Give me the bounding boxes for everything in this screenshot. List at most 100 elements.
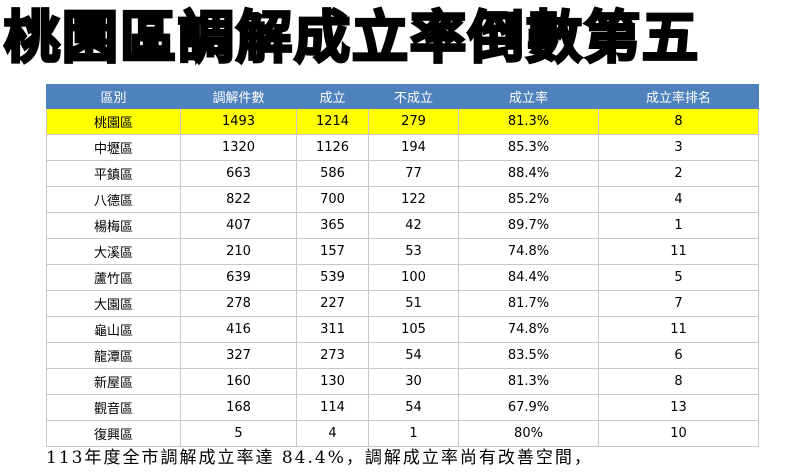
failure-cell: 194 <box>368 134 459 161</box>
case-count-cell: 822 <box>180 186 297 213</box>
success-rate-cell: 89.7% <box>458 212 599 239</box>
success-cell: 700 <box>296 186 369 213</box>
table-row: 桃園區 1493 1214 279 81.3% 8 <box>46 108 759 135</box>
rate-rank-cell: 11 <box>598 316 759 343</box>
rate-rank-cell: 2 <box>598 160 759 187</box>
success-rate-cell: 85.3% <box>458 134 599 161</box>
case-count-cell: 5 <box>180 420 297 447</box>
rate-rank-cell: 11 <box>598 238 759 265</box>
rate-rank-cell: 1 <box>598 212 759 239</box>
footer-note: 113年度全市調解成立率達 84.4%，調解成立率尚有改善空間， <box>46 448 593 468</box>
district-cell: 平鎮區 <box>46 160 181 187</box>
header-success-rate: 成立率 <box>458 84 599 109</box>
success-cell: 114 <box>296 394 369 421</box>
district-cell: 新屋區 <box>46 368 181 395</box>
case-count-cell: 416 <box>180 316 297 343</box>
header-success: 成立 <box>296 84 369 109</box>
success-rate-cell: 81.7% <box>458 290 599 317</box>
success-rate-cell: 88.4% <box>458 160 599 187</box>
success-cell: 227 <box>296 290 369 317</box>
case-count-cell: 278 <box>180 290 297 317</box>
case-count-cell: 327 <box>180 342 297 369</box>
district-cell: 八德區 <box>46 186 181 213</box>
page-title: 桃園區調解成立率倒數第五 <box>3 5 700 73</box>
district-cell: 復興區 <box>46 420 181 447</box>
header-rate-rank: 成立率排名 <box>598 84 759 109</box>
success-rate-cell: 84.4% <box>458 264 599 291</box>
success-rate-cell: 67.9% <box>458 394 599 421</box>
failure-cell: 100 <box>368 264 459 291</box>
failure-cell: 54 <box>368 342 459 369</box>
case-count-cell: 663 <box>180 160 297 187</box>
failure-cell: 77 <box>368 160 459 187</box>
table-row: 楊梅區 407 365 42 89.7% 1 <box>46 212 759 239</box>
failure-cell: 30 <box>368 368 459 395</box>
table-row: 新屋區 160 130 30 81.3% 8 <box>46 368 759 395</box>
failure-cell: 1 <box>368 420 459 447</box>
failure-cell: 279 <box>368 108 459 135</box>
district-cell: 中壢區 <box>46 134 181 161</box>
district-cell: 桃園區 <box>46 108 181 135</box>
case-count-cell: 168 <box>180 394 297 421</box>
case-count-cell: 407 <box>180 212 297 239</box>
table-header-row: 區別 調解件數 成立 不成立 成立率 成立率排名 <box>46 84 759 109</box>
success-rate-cell: 85.2% <box>458 186 599 213</box>
success-rate-cell: 81.3% <box>458 108 599 135</box>
rate-rank-cell: 6 <box>598 342 759 369</box>
header-district: 區別 <box>46 84 181 109</box>
success-rate-cell: 81.3% <box>458 368 599 395</box>
rate-rank-cell: 13 <box>598 394 759 421</box>
table-row: 平鎮區 663 586 77 88.4% 2 <box>46 160 759 187</box>
table-row: 龜山區 416 311 105 74.8% 11 <box>46 316 759 343</box>
success-cell: 365 <box>296 212 369 239</box>
failure-cell: 122 <box>368 186 459 213</box>
rate-rank-cell: 5 <box>598 264 759 291</box>
rate-rank-cell: 8 <box>598 108 759 135</box>
failure-cell: 51 <box>368 290 459 317</box>
success-rate-cell: 74.8% <box>458 238 599 265</box>
district-cell: 楊梅區 <box>46 212 181 239</box>
case-count-cell: 160 <box>180 368 297 395</box>
rate-rank-cell: 7 <box>598 290 759 317</box>
success-cell: 539 <box>296 264 369 291</box>
success-cell: 4 <box>296 420 369 447</box>
success-rate-cell: 83.5% <box>458 342 599 369</box>
case-count-cell: 1493 <box>180 108 297 135</box>
success-cell: 157 <box>296 238 369 265</box>
success-cell: 1214 <box>296 108 369 135</box>
district-cell: 蘆竹區 <box>46 264 181 291</box>
rate-rank-cell: 3 <box>598 134 759 161</box>
table-row: 八德區 822 700 122 85.2% 4 <box>46 186 759 213</box>
header-failure: 不成立 <box>368 84 459 109</box>
failure-cell: 53 <box>368 238 459 265</box>
case-count-cell: 639 <box>180 264 297 291</box>
table-row: 觀音區 168 114 54 67.9% 13 <box>46 394 759 421</box>
success-rate-cell: 80% <box>458 420 599 447</box>
table-row: 大園區 278 227 51 81.7% 7 <box>46 290 759 317</box>
rate-rank-cell: 8 <box>598 368 759 395</box>
success-cell: 311 <box>296 316 369 343</box>
success-cell: 130 <box>296 368 369 395</box>
district-cell: 觀音區 <box>46 394 181 421</box>
failure-cell: 42 <box>368 212 459 239</box>
mediation-table: 區別 調解件數 成立 不成立 成立率 成立率排名 桃園區 1493 1214 279 8… <box>46 84 759 447</box>
case-count-cell: 210 <box>180 238 297 265</box>
success-cell: 1126 <box>296 134 369 161</box>
district-cell: 龍潭區 <box>46 342 181 369</box>
case-count-cell: 1320 <box>180 134 297 161</box>
table-row: 大溪區 210 157 53 74.8% 11 <box>46 238 759 265</box>
failure-cell: 54 <box>368 394 459 421</box>
district-cell: 龜山區 <box>46 316 181 343</box>
district-cell: 大園區 <box>46 290 181 317</box>
success-cell: 273 <box>296 342 369 369</box>
success-cell: 586 <box>296 160 369 187</box>
rate-rank-cell: 10 <box>598 420 759 447</box>
table-row: 蘆竹區 639 539 100 84.4% 5 <box>46 264 759 291</box>
table-row: 中壢區 1320 1126 194 85.3% 3 <box>46 134 759 161</box>
table-row: 龍潭區 327 273 54 83.5% 6 <box>46 342 759 369</box>
success-rate-cell: 74.8% <box>458 316 599 343</box>
table-row: 復興區 5 4 1 80% 10 <box>46 420 759 447</box>
failure-cell: 105 <box>368 316 459 343</box>
rate-rank-cell: 4 <box>598 186 759 213</box>
header-case-count: 調解件數 <box>180 84 297 109</box>
